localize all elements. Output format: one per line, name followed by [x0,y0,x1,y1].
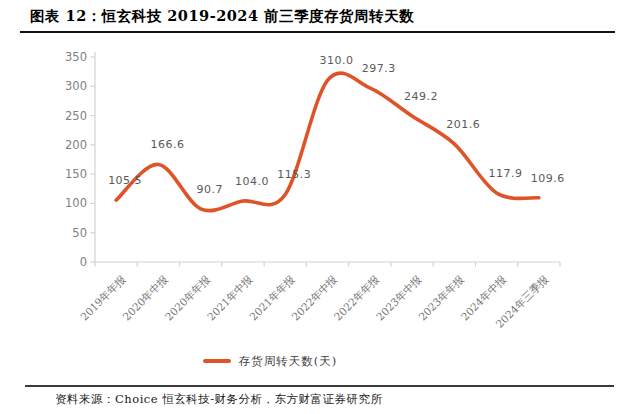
svg-text:0: 0 [80,255,87,269]
svg-text:166.6: 166.6 [150,138,184,151]
legend-line-swatch [203,359,231,363]
svg-text:350: 350 [65,50,87,64]
chart-legend: 存货周转天数(天) [0,353,540,369]
legend-label: 存货周转天数(天) [239,354,337,369]
svg-text:109.6: 109.6 [531,172,565,185]
svg-text:117.9: 117.9 [489,167,523,180]
svg-text:150: 150 [65,167,87,181]
svg-text:100: 100 [65,196,87,210]
svg-text:300: 300 [65,79,87,93]
svg-text:115.3: 115.3 [277,168,311,181]
svg-text:105.5: 105.5 [108,174,142,187]
svg-text:200: 200 [65,138,87,152]
inventory-turnover-line-chart: 0501001502002503003502019年年报2020年中报2020年… [0,34,626,346]
svg-text:297.3: 297.3 [362,62,396,75]
source-note: 资料来源：Choice 恒玄科技-财务分析，东方财富证券研究所 [55,392,383,407]
svg-text:104.0: 104.0 [235,175,269,188]
svg-text:250: 250 [65,109,87,123]
footer-divider [25,385,614,387]
chart-title: 图表 12：恒玄科技 2019-2024 前三季度存货周转天数 [30,7,414,26]
svg-text:50: 50 [72,226,87,240]
title-underline [20,31,615,33]
svg-text:310.0: 310.0 [320,54,354,67]
svg-text:90.7: 90.7 [196,183,223,196]
svg-text:201.6: 201.6 [446,118,480,131]
svg-text:249.2: 249.2 [404,90,438,103]
